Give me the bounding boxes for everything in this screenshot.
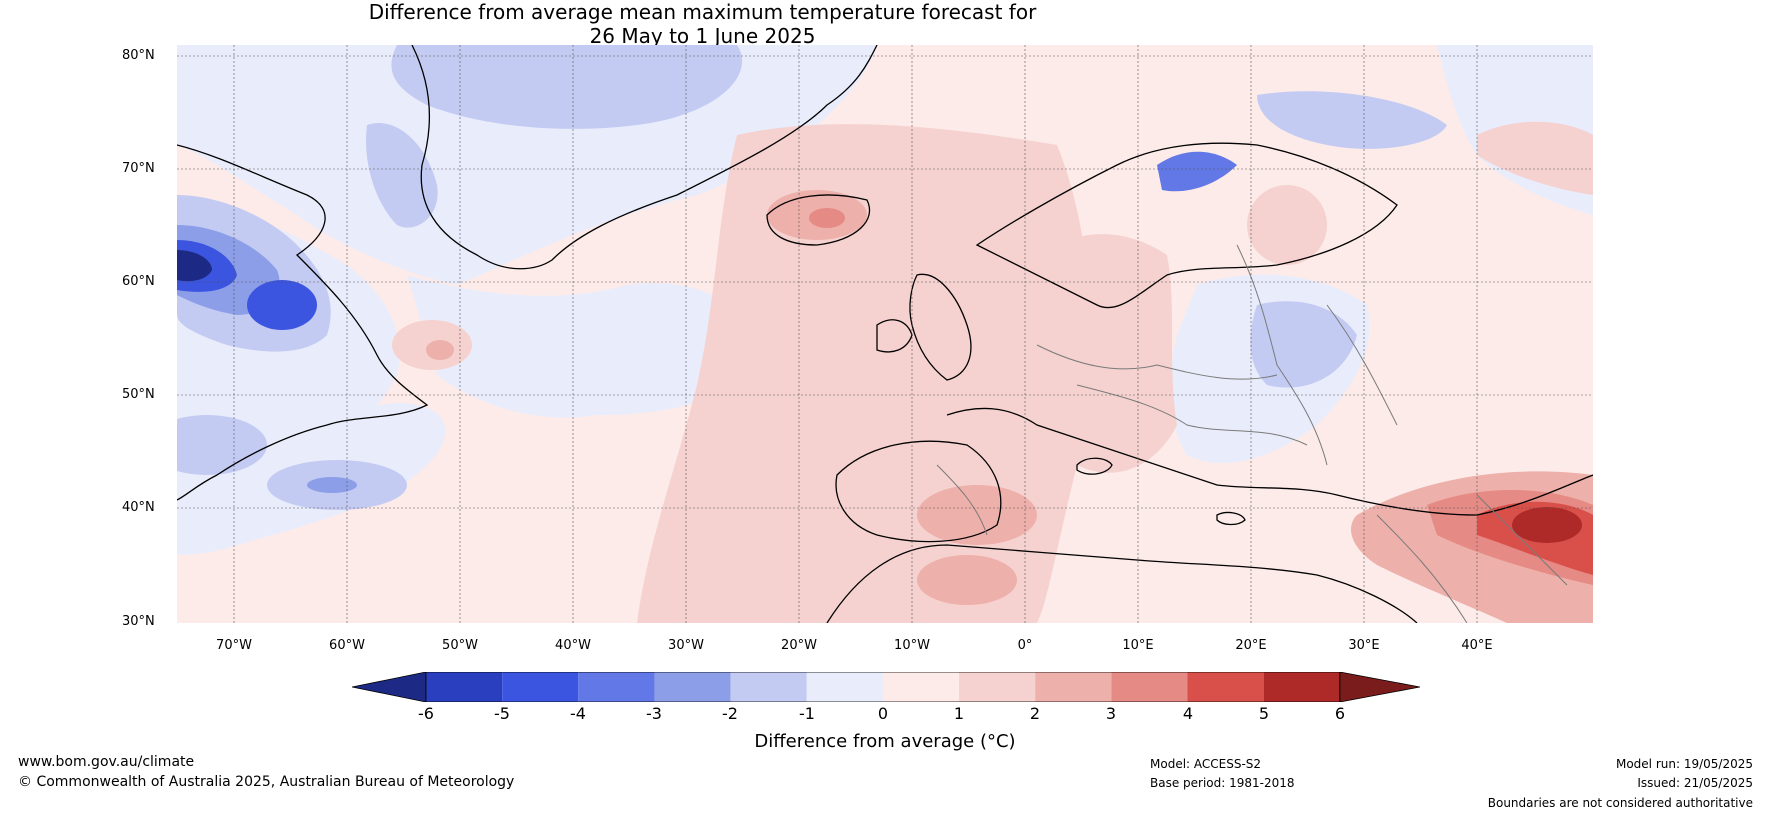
graticule [177, 45, 1593, 623]
warm-region-europe [1053, 234, 1177, 473]
colorbar-extend-high [1339, 672, 1420, 702]
africa-coast [826, 544, 1418, 623]
colorbar-bin-n2 [730, 672, 807, 702]
lon-label-30w: 30°W [668, 638, 704, 653]
warm-cell-iceland-core [809, 208, 845, 228]
colorbar-extend-low [352, 672, 427, 702]
disclaimer-text: Boundaries are not considered authoritat… [1487, 796, 1753, 810]
chart-title: Difference from average mean maximum tem… [0, 0, 1405, 48]
colorbar-bin-p3 [1035, 672, 1112, 702]
cool-region-scandinavia [1157, 151, 1237, 192]
colorbar-tick-5: 5 [1258, 704, 1270, 723]
colorbar-tick-0: 0 [877, 704, 889, 723]
cool-region-baffin [366, 123, 438, 228]
colorbar-tick-2: 2 [1029, 704, 1041, 723]
lon-label-60w: 60°W [329, 638, 365, 653]
colorbar-tick-n2: -2 [722, 704, 738, 723]
colorbar-bin-n1 [806, 672, 883, 702]
colorbar-tick-1: 1 [953, 704, 965, 723]
copyright-text: © Commonwealth of Australia 2025, Austra… [18, 774, 515, 790]
lat-label-70n: 70°N [122, 161, 155, 176]
cool-cell-nova-scotia-core [307, 477, 357, 493]
lat-label-40n: 40°N [122, 500, 155, 515]
ireland-coast [876, 319, 913, 353]
lat-label-30n: 30°N [122, 614, 155, 629]
title-line-1: Difference from average mean maximum tem… [368, 0, 1037, 24]
lon-label-0: 0° [1017, 638, 1033, 653]
lat-label-80n: 80°N [122, 48, 155, 63]
canada-coast [177, 144, 429, 501]
lat-label-50n: 50°N [122, 387, 155, 402]
lon-label-30e: 30°E [1348, 638, 1380, 653]
colorbar-bin-p5 [1187, 672, 1264, 702]
colorbar-bin-n5 [502, 672, 579, 702]
colorbar-tick-4: 4 [1182, 704, 1194, 723]
warm-cell-sahara [917, 555, 1017, 605]
lon-label-40w: 40°W [555, 638, 591, 653]
colorbar-bin-n6 [426, 672, 503, 702]
lon-label-20e: 20°E [1235, 638, 1267, 653]
warm-cell-atlantic-core [426, 340, 454, 360]
colorbar-bin-p6 [1263, 672, 1340, 702]
warm-cell-norway [1247, 185, 1327, 265]
base-period-text: Base period: 1981-2018 [1150, 776, 1295, 790]
colorbar-label: Difference from average (°C) [754, 731, 1016, 752]
cool-region-labrador-min [177, 250, 212, 282]
colorbar-bin-n3 [654, 672, 731, 702]
cool-cell-hudson [247, 280, 317, 330]
colorbar-bin-p4 [1111, 672, 1188, 702]
lat-label-60n: 60°N [122, 274, 155, 289]
lon-label-40e: 40°E [1461, 638, 1493, 653]
warm-region-arctic-east [1477, 121, 1593, 195]
cool-region-barents [1257, 91, 1447, 149]
colorbar-bin-p2 [959, 672, 1036, 702]
website-link[interactable]: www.bom.gov.au/climate [18, 754, 195, 770]
colorbar-tick-n3: -3 [646, 704, 662, 723]
iberia-coast [835, 440, 1002, 543]
model-text: Model: ACCESS-S2 [1150, 757, 1262, 771]
colorbar-tick-n5: -5 [494, 704, 510, 723]
warm-cell-middle-east-core [1512, 507, 1582, 543]
issued-text: Issued: 21/05/2025 [1637, 776, 1753, 790]
cool-region-atlantic [407, 275, 749, 418]
colorbar [352, 672, 1420, 702]
lon-label-10w: 10°W [894, 638, 930, 653]
greenland-coast [411, 45, 878, 270]
lon-label-70w: 70°W [216, 638, 252, 653]
uk-coast [909, 273, 972, 381]
country-borders [936, 244, 1568, 623]
title-line-2: 26 May to 1 June 2025 [589, 24, 816, 48]
temperature-anomaly-map [177, 45, 1593, 623]
colorbar-tick-3: 3 [1105, 704, 1117, 723]
colorbar-tick-n6: -6 [418, 704, 434, 723]
lon-label-20w: 20°W [781, 638, 817, 653]
scandinavia-coast [975, 142, 1398, 309]
iceland-coast [766, 194, 871, 246]
colorbar-tick-6: 6 [1334, 704, 1346, 723]
cool-cell-newfoundland [177, 415, 267, 475]
colorbar-bin-p1 [882, 672, 960, 702]
colorbar-tick-n4: -4 [570, 704, 586, 723]
warm-cell-iberia [917, 485, 1037, 545]
model-run-text: Model run: 19/05/2025 [1615, 757, 1753, 771]
lon-label-10e: 10°E [1122, 638, 1154, 653]
colorbar-bin-n4 [578, 672, 655, 702]
lon-label-50w: 50°W [442, 638, 478, 653]
cool-region-greenland-sea [391, 45, 743, 129]
colorbar-tick-n1: -1 [799, 704, 815, 723]
mediterranean-islands [1076, 457, 1246, 526]
